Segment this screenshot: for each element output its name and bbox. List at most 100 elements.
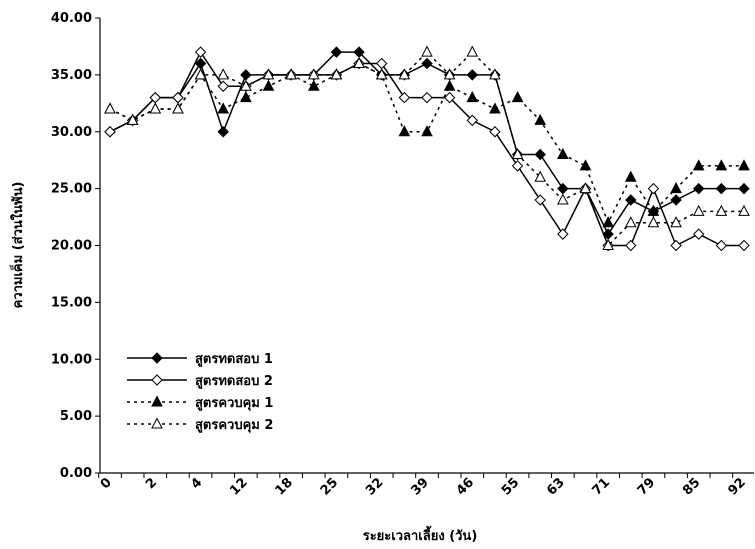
- y-tick-label: 10.00: [51, 352, 92, 367]
- data-point: [240, 69, 252, 81]
- data-point: [398, 125, 411, 137]
- data-point: [421, 45, 433, 57]
- data-point: [466, 69, 478, 81]
- data-point: [398, 91, 411, 104]
- data-point: [738, 204, 750, 216]
- data-point: [194, 68, 207, 80]
- x-tick-label: 2: [143, 475, 160, 492]
- data-point: [602, 238, 614, 250]
- data-point: [240, 91, 252, 103]
- x-tick-label: 46: [454, 475, 477, 498]
- data-point: [670, 216, 682, 228]
- data-point: [421, 57, 433, 70]
- data-point: [489, 68, 501, 80]
- data-point: [489, 126, 501, 138]
- x-tick-label: 18: [273, 475, 296, 498]
- data-point: [738, 182, 750, 195]
- data-point: [557, 228, 569, 240]
- x-tick-label: 0: [98, 475, 115, 492]
- data-point: [443, 79, 456, 91]
- x-tick-label: 4: [188, 475, 205, 492]
- data-point: [625, 194, 637, 206]
- data-point: [307, 68, 320, 80]
- y-tick-label: 5.00: [60, 409, 92, 424]
- data-point: [692, 159, 705, 171]
- data-point: [375, 68, 388, 80]
- data-point: [670, 182, 682, 194]
- data-point: [194, 46, 207, 58]
- data-point: [579, 182, 592, 194]
- data-point: [172, 102, 184, 114]
- data-point: [398, 68, 411, 80]
- data-point: [376, 57, 388, 70]
- data-point: [443, 68, 456, 80]
- legend-label: สูตรควบคุม 1: [195, 396, 273, 411]
- data-point: [217, 68, 230, 80]
- legend-marker: [151, 417, 163, 429]
- data-point: [466, 45, 479, 57]
- data-point: [511, 160, 524, 172]
- data-point: [738, 159, 750, 171]
- data-point: [557, 147, 569, 159]
- data-point: [330, 46, 343, 58]
- data-point: [104, 102, 116, 114]
- data-point: [149, 102, 162, 114]
- series-line: [109, 51, 744, 236]
- data-point: [534, 170, 547, 182]
- data-point: [625, 239, 637, 252]
- data-point: [217, 126, 229, 138]
- data-point: [217, 102, 230, 114]
- data-point: [647, 216, 660, 228]
- x-tick-label: 12: [227, 475, 250, 498]
- x-axis-label: ระยะเวลาเลี้ยง (วัน): [363, 525, 478, 544]
- x-tick-label: 63: [544, 475, 567, 498]
- x-tick-label: 71: [590, 475, 613, 498]
- data-point: [534, 113, 547, 125]
- data-point: [421, 91, 433, 104]
- data-point: [693, 228, 705, 240]
- x-tick-label: 39: [408, 475, 431, 498]
- series-line: [109, 62, 744, 225]
- y-tick-label: 20.00: [51, 239, 92, 254]
- data-point: [262, 68, 275, 80]
- y-tick-label: 25.00: [51, 182, 92, 197]
- legend-label: สูตรทดสอบ 2: [195, 374, 273, 389]
- data-point: [330, 68, 343, 80]
- y-tick-label: 40.00: [51, 11, 92, 26]
- y-tick-label: 0.00: [60, 466, 92, 481]
- data-point: [240, 79, 252, 91]
- x-tick-label: 25: [318, 475, 341, 498]
- x-tick-label: 32: [363, 475, 386, 498]
- data-point: [624, 216, 637, 228]
- legend-marker: [151, 352, 163, 364]
- legend-marker: [151, 374, 163, 386]
- data-point: [670, 239, 682, 252]
- data-point: [285, 68, 297, 80]
- x-tick-label: 85: [680, 475, 703, 498]
- y-tick-label: 30.00: [51, 125, 92, 140]
- y-axis-label: ความเค็ม (ส่วนในพัน): [8, 182, 26, 309]
- data-point: [307, 79, 320, 91]
- data-point: [443, 91, 456, 104]
- data-point: [104, 126, 116, 138]
- data-point: [466, 114, 478, 127]
- data-point: [715, 239, 728, 252]
- data-point: [353, 56, 365, 68]
- data-point: [511, 91, 524, 103]
- data-point: [693, 182, 705, 195]
- y-tick-label: 35.00: [51, 68, 92, 83]
- data-point: [602, 216, 614, 228]
- data-point: [579, 159, 592, 171]
- legend-label: สูตรทดสอบ 1: [195, 352, 273, 367]
- data-point: [421, 125, 433, 137]
- legend-label: สูตรควบคุม 2: [195, 418, 273, 433]
- data-point: [511, 147, 524, 159]
- x-tick-label: 55: [499, 475, 522, 498]
- data-point: [262, 79, 275, 91]
- data-point: [715, 182, 728, 195]
- data-point: [647, 182, 660, 195]
- data-point: [715, 204, 728, 216]
- series-line: [109, 51, 744, 247]
- data-point: [692, 204, 705, 216]
